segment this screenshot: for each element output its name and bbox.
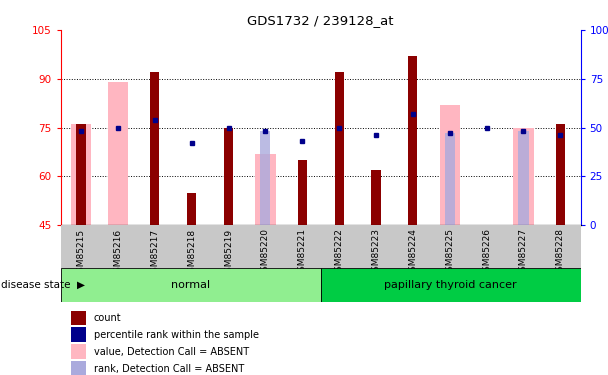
Text: GSM85224: GSM85224 xyxy=(409,228,417,278)
Text: GSM85228: GSM85228 xyxy=(556,228,565,278)
Bar xyxy=(108,82,128,225)
Bar xyxy=(409,56,418,225)
Text: GSM85218: GSM85218 xyxy=(187,228,196,278)
Text: GSM85227: GSM85227 xyxy=(519,228,528,278)
Bar xyxy=(260,131,271,225)
Bar xyxy=(444,134,455,225)
Bar xyxy=(556,124,565,225)
Bar xyxy=(61,268,321,302)
Text: GSM85221: GSM85221 xyxy=(298,228,307,278)
Bar xyxy=(519,131,528,225)
Bar xyxy=(71,327,86,342)
Text: GSM85225: GSM85225 xyxy=(445,228,454,278)
Bar xyxy=(71,344,86,359)
Text: papillary thyroid cancer: papillary thyroid cancer xyxy=(384,280,517,290)
Bar xyxy=(187,192,196,225)
Text: GSM85220: GSM85220 xyxy=(261,228,270,278)
Bar xyxy=(440,105,460,225)
Text: GSM85223: GSM85223 xyxy=(371,228,381,278)
Text: percentile rank within the sample: percentile rank within the sample xyxy=(94,330,258,340)
Bar xyxy=(371,170,381,225)
Text: disease state  ▶: disease state ▶ xyxy=(1,280,85,290)
Text: GSM85222: GSM85222 xyxy=(334,228,344,278)
Text: value, Detection Call = ABSENT: value, Detection Call = ABSENT xyxy=(94,347,249,357)
Bar xyxy=(77,124,86,225)
Bar xyxy=(513,128,534,225)
Bar xyxy=(298,160,307,225)
Bar xyxy=(255,153,275,225)
Text: rank, Detection Call = ABSENT: rank, Detection Call = ABSENT xyxy=(94,364,244,374)
Text: count: count xyxy=(94,313,121,323)
Bar xyxy=(150,72,159,225)
Text: GSM85219: GSM85219 xyxy=(224,228,233,278)
Text: GSM85216: GSM85216 xyxy=(114,228,122,278)
Bar xyxy=(71,124,91,225)
Text: GSM85215: GSM85215 xyxy=(77,228,86,278)
Bar xyxy=(71,361,86,375)
Text: GSM85226: GSM85226 xyxy=(482,228,491,278)
Bar xyxy=(334,72,344,225)
Text: normal: normal xyxy=(171,280,210,290)
Bar xyxy=(224,128,233,225)
Title: GDS1732 / 239128_at: GDS1732 / 239128_at xyxy=(247,15,394,27)
Bar xyxy=(321,268,581,302)
Bar xyxy=(71,310,86,326)
Text: GSM85217: GSM85217 xyxy=(150,228,159,278)
